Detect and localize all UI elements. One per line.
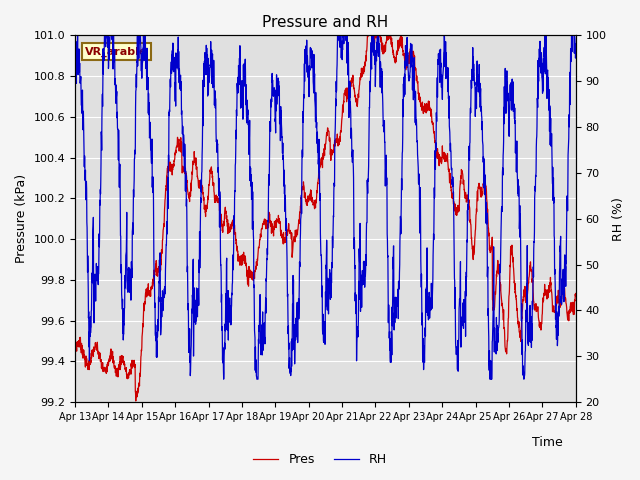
RH <box>71 76 79 82</box>
Pres <box>471 235 479 240</box>
Text: VR_arable: VR_arable <box>85 47 147 57</box>
Legend: Pres, RH: Pres, RH <box>248 448 392 471</box>
Line: Pres: Pres <box>75 24 576 401</box>
Pres <box>542 288 550 293</box>
Pres <box>340 98 348 104</box>
Pres <box>365 21 373 26</box>
RH <box>542 56 550 62</box>
Pres <box>132 398 140 404</box>
Pres <box>211 200 219 205</box>
RH <box>471 79 479 85</box>
RH <box>528 337 536 343</box>
Y-axis label: RH (%): RH (%) <box>612 197 625 240</box>
Pres <box>71 343 79 349</box>
Y-axis label: Pressure (kPa): Pressure (kPa) <box>15 174 28 263</box>
Title: Pressure and RH: Pressure and RH <box>262 15 388 30</box>
Line: RH: RH <box>75 36 576 379</box>
RH <box>211 96 219 102</box>
RH <box>340 41 348 47</box>
RH <box>220 376 228 382</box>
Text: Time: Time <box>532 436 563 449</box>
RH <box>351 265 358 271</box>
Pres <box>528 268 536 274</box>
Pres <box>572 290 580 296</box>
RH <box>74 33 81 38</box>
RH <box>572 45 580 50</box>
Pres <box>351 88 358 94</box>
